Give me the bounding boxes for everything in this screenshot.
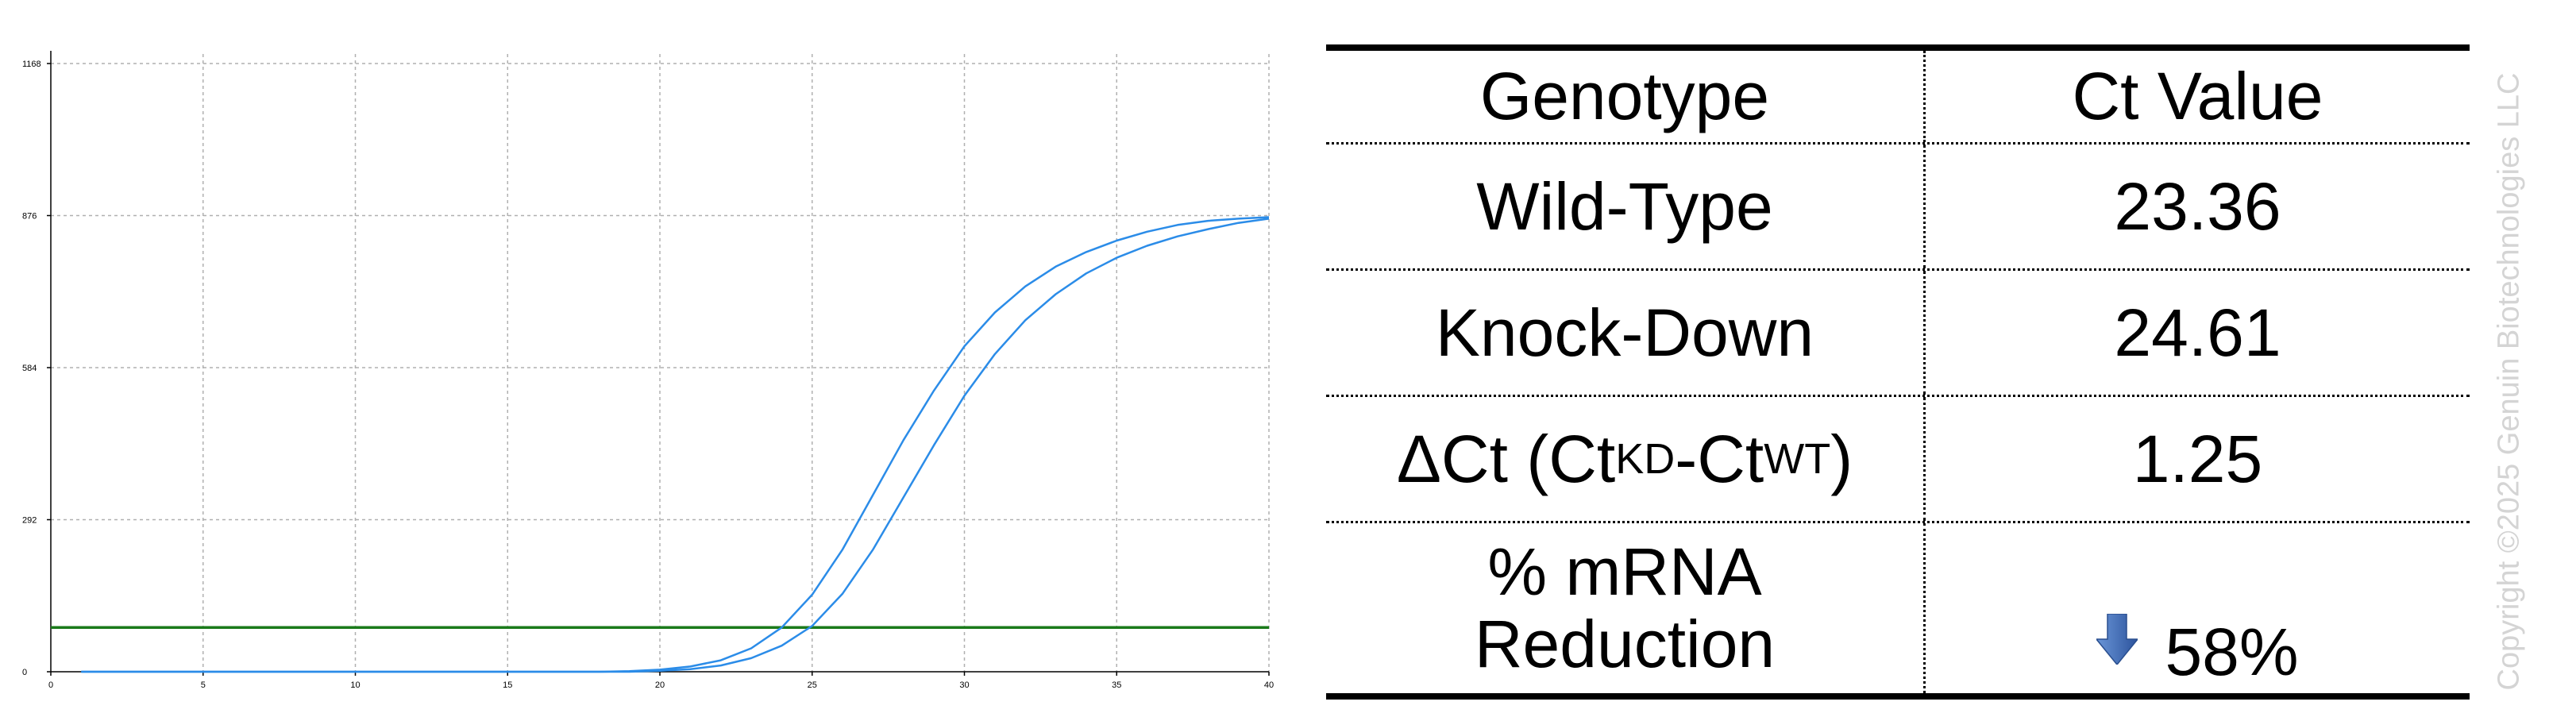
amplification-curve-1 xyxy=(81,216,1270,673)
reduction-label-line1: % mRNA xyxy=(1487,534,1762,610)
table-row-reduction: % mRNA Reduction 58% xyxy=(1326,523,2470,693)
delta-ct-label: ΔCt (Ct KD -Ct WT) xyxy=(1326,397,1926,521)
table-row-knock-down: Knock-Down 24.61 xyxy=(1326,271,2470,397)
amplification-curve-2 xyxy=(81,218,1270,673)
knock-down-value: 24.61 xyxy=(2114,295,2281,370)
table-row-wild-type: Wild-Type 23.36 xyxy=(1326,145,2470,271)
x-tick-label: 30 xyxy=(959,680,969,690)
table-bottom-rule xyxy=(1326,693,2470,700)
y-tick-label: 584 xyxy=(22,364,37,373)
delta-ct-value: 1.25 xyxy=(2132,421,2263,496)
x-tick-label: 40 xyxy=(1264,680,1274,690)
header-ct-value: Ct Value xyxy=(2072,59,2323,134)
x-tick-label: 0 xyxy=(48,680,53,690)
x-tick-label: 5 xyxy=(201,680,206,690)
amplification-plot: 0 5 10 15 20 25 30 35 40 0 292 584 876 1168 xyxy=(22,51,1274,690)
x-tick-label: 20 xyxy=(655,680,665,690)
knock-down-label: Knock-Down xyxy=(1326,271,1926,395)
x-tick-label: 35 xyxy=(1112,680,1121,690)
wild-type-value: 23.36 xyxy=(2114,168,2281,244)
amplification-chart: 0 5 10 15 20 25 30 35 40 0 292 584 876 1168 xyxy=(0,0,1286,717)
y-tick-label: 292 xyxy=(22,516,37,526)
down-arrow-icon xyxy=(2096,614,2138,665)
reduction-label-line2: Reduction xyxy=(1474,607,1776,681)
delta-ct-middle: -Ct xyxy=(1675,421,1764,496)
table-row-delta-ct: ΔCt (Ct KD -Ct WT) 1.25 xyxy=(1326,397,2470,523)
table-top-rule xyxy=(1326,44,2470,51)
y-tick-label: 0 xyxy=(22,668,27,677)
copyright-text: Copyright ©2025 Genuin Biotechnologies L… xyxy=(2492,72,2526,690)
ct-results-table: Genotype Ct Value Wild-Type 23.36 Knock-… xyxy=(1326,44,2470,700)
delta-ct-suffix: ) xyxy=(1830,421,1853,496)
header-genotype: Genotype xyxy=(1326,51,1926,142)
copyright-watermark: Copyright ©2025 Genuin Biotechnologies L… xyxy=(2478,72,2541,690)
x-tick-label: 25 xyxy=(808,680,817,690)
x-tick-label: 10 xyxy=(350,680,360,690)
table-header-row: Genotype Ct Value xyxy=(1326,51,2470,145)
reduction-value-cell: 58% xyxy=(1926,523,2470,693)
reduction-value: 58% xyxy=(2165,615,2299,690)
y-tick-label: 876 xyxy=(22,212,37,222)
wild-type-label: Wild-Type xyxy=(1326,145,1926,268)
x-tick-label: 15 xyxy=(503,680,512,690)
delta-ct-prefix: ΔCt (Ct xyxy=(1396,421,1616,496)
y-tick-label: 1168 xyxy=(22,60,41,69)
reduction-label: % mRNA Reduction xyxy=(1326,523,1926,693)
